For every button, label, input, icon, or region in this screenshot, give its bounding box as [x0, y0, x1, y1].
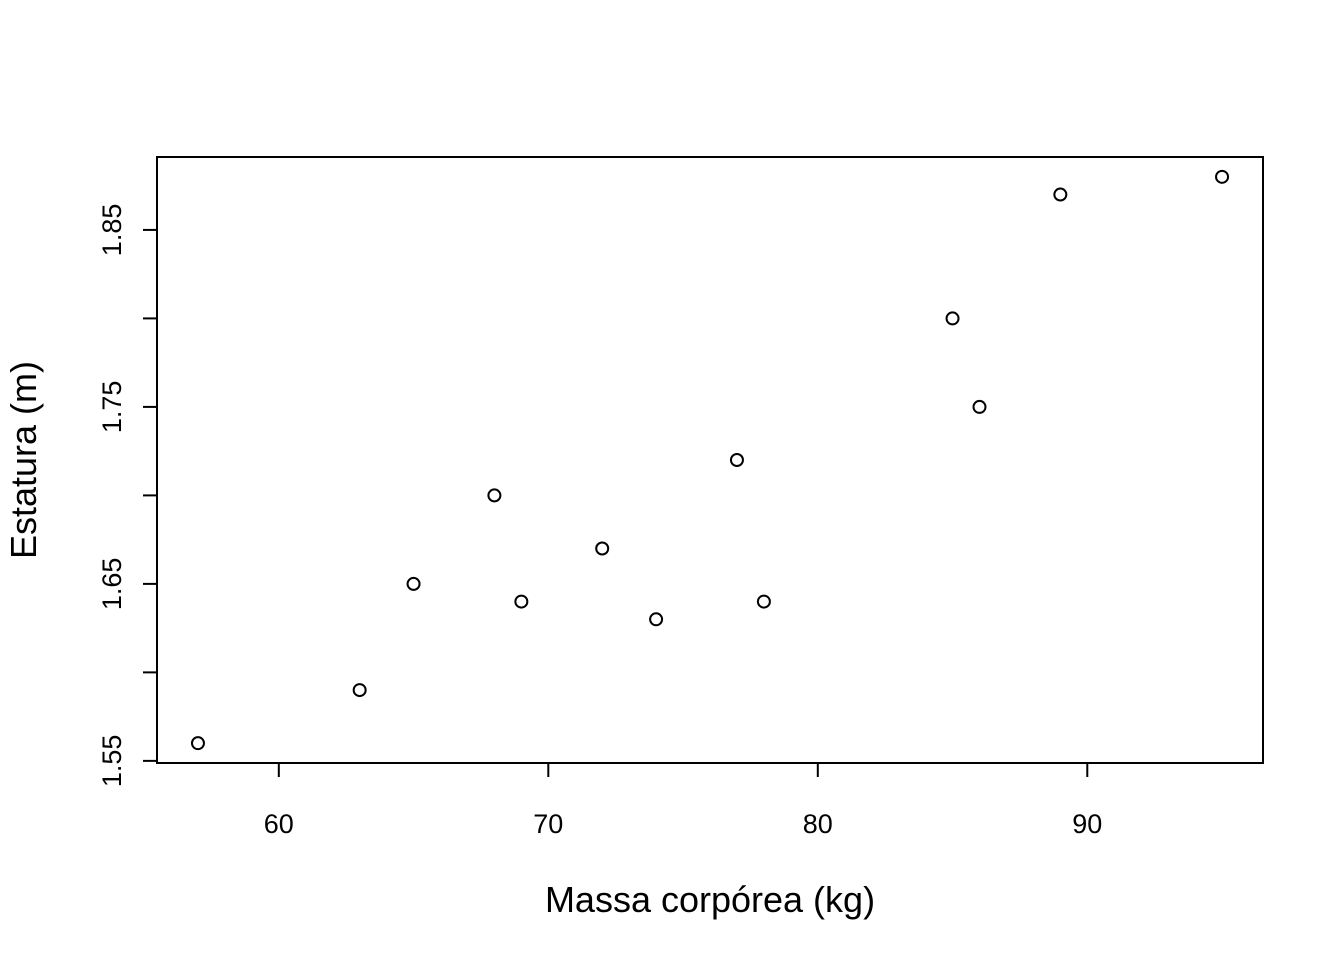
data-point	[1215, 169, 1230, 184]
data-point	[756, 594, 771, 609]
data-point	[649, 612, 664, 627]
y-tick-label: 1.75	[97, 381, 127, 434]
data-point	[972, 399, 987, 414]
x-tick-label: 70	[533, 809, 563, 839]
data-point	[1053, 187, 1068, 202]
plot-frame	[156, 156, 1264, 764]
y-tick-label: 1.55	[97, 735, 127, 788]
data-point	[406, 576, 421, 591]
x-tick-label: 80	[803, 809, 833, 839]
y-tick-label: 1.85	[97, 204, 127, 257]
data-point	[190, 736, 205, 751]
data-points	[190, 169, 1230, 751]
data-point	[729, 453, 744, 467]
data-point	[352, 683, 367, 698]
y-axis: 1.55 1.65 1.75 1.85	[97, 204, 158, 788]
data-point	[945, 311, 960, 326]
x-tick-label: 90	[1072, 809, 1102, 839]
y-tick-label: 1.65	[97, 558, 127, 611]
data-point	[595, 541, 610, 556]
x-axis: 60 70 80 90	[264, 762, 1102, 839]
x-axis-title: Massa corpórea (kg)	[545, 879, 875, 920]
data-point	[514, 594, 529, 609]
x-tick-label: 60	[264, 809, 294, 839]
y-axis-title: Estatura (m)	[3, 361, 44, 559]
data-point	[487, 488, 502, 503]
